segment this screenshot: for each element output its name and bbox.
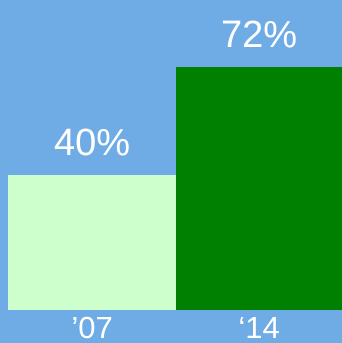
data-labels-group: 40% 72% (54, 14, 297, 164)
data-label-0: 40% (54, 122, 130, 164)
x-tick-label-1: ‘14 (238, 310, 279, 343)
x-tick-labels-group: ’07 ‘14 (71, 310, 279, 343)
x-tick-label-0: ’07 (71, 310, 112, 343)
bar-1 (176, 67, 342, 310)
data-label-1: 72% (221, 14, 297, 56)
bars-group (8, 67, 342, 310)
bar-0 (8, 175, 176, 310)
